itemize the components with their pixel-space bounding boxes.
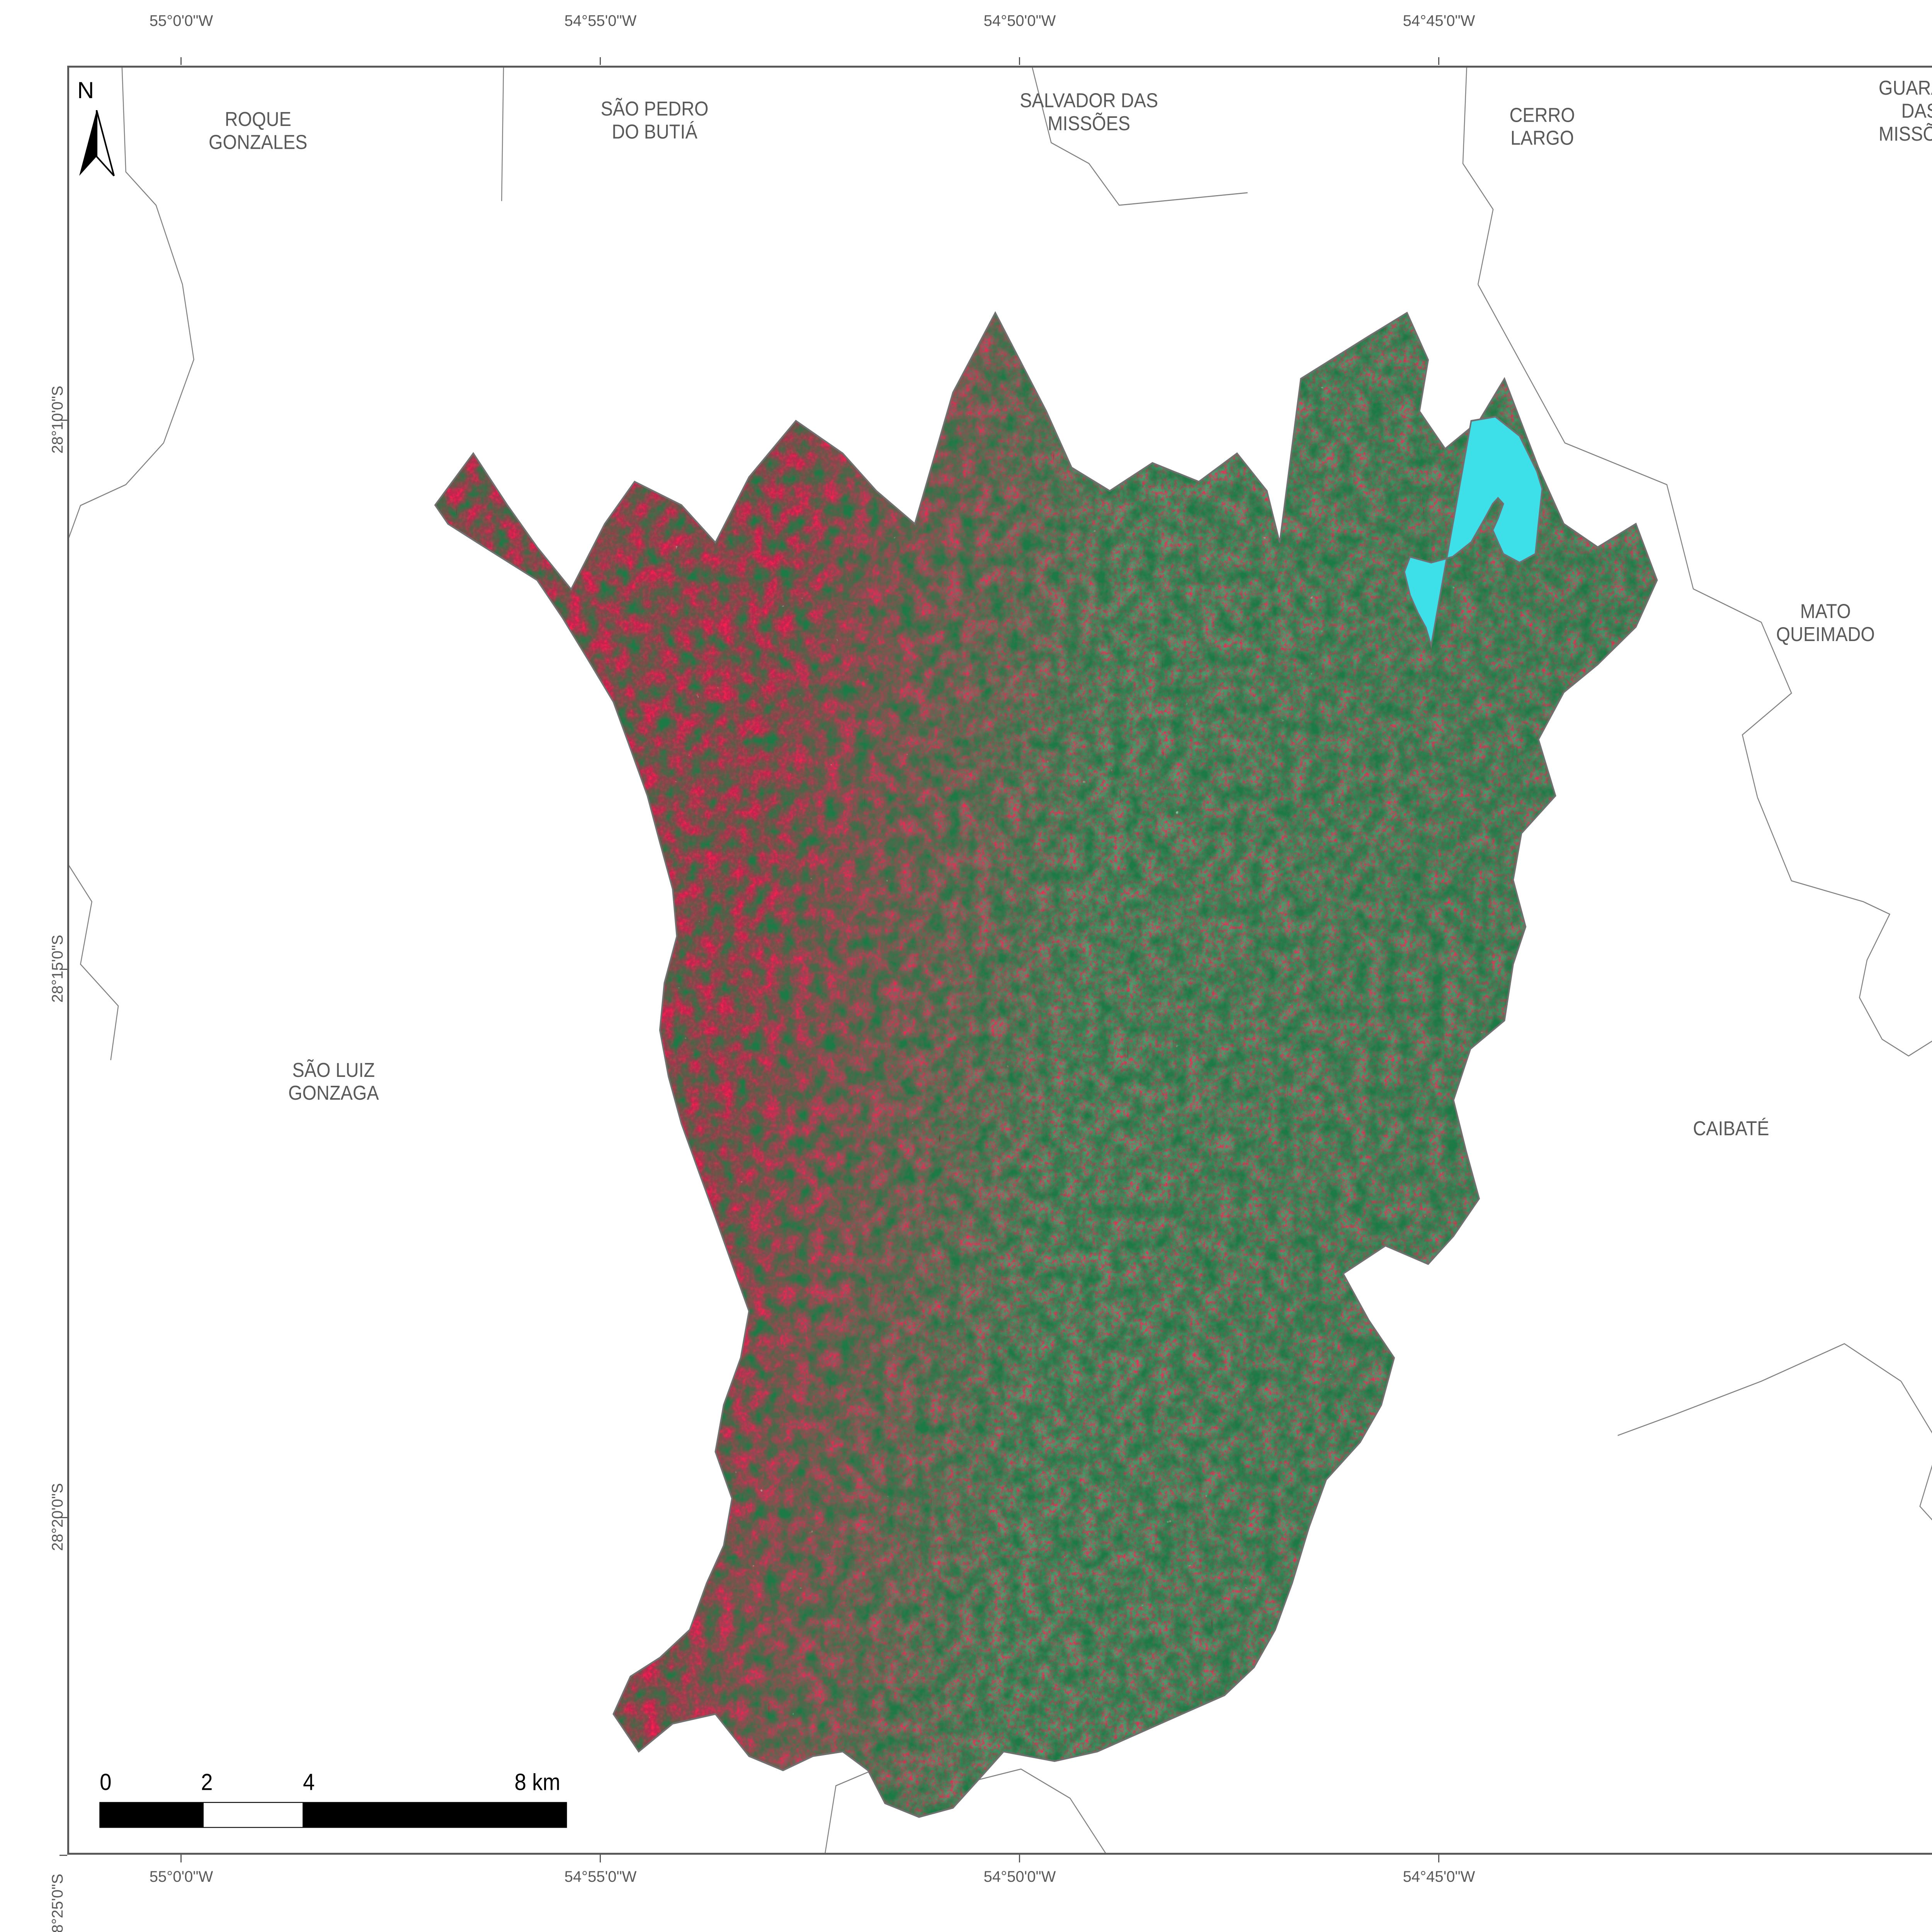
svg-text:DO BUTIÁ: DO BUTIÁ (612, 121, 697, 143)
svg-text:GONZAGA: GONZAGA (288, 1082, 379, 1104)
svg-text:MISSÕES: MISSÕES (1879, 122, 1932, 145)
svg-text:ROQUE: ROQUE (225, 108, 291, 131)
svg-text:SÃO LUIZ: SÃO LUIZ (292, 1059, 375, 1082)
svg-text:CERRO: CERRO (1510, 104, 1575, 126)
svg-text:MATO: MATO (1800, 600, 1851, 622)
svg-text:DAS: DAS (1901, 100, 1932, 122)
svg-text:SALVADOR DAS: SALVADOR DAS (1020, 89, 1158, 112)
svg-text:LARGO: LARGO (1510, 127, 1574, 150)
svg-text:SÃO PEDRO: SÃO PEDRO (601, 98, 709, 120)
svg-text:QUEIMADO: QUEIMADO (1776, 623, 1875, 646)
svg-text:GUARANI: GUARANI (1879, 77, 1932, 99)
svg-text:CAIBATÉ: CAIBATÉ (1693, 1117, 1769, 1140)
svg-text:8 km: 8 km (514, 1769, 560, 1795)
svg-text:2: 2 (201, 1769, 213, 1795)
svg-text:4: 4 (303, 1769, 315, 1795)
svg-text:MISSÕES: MISSÕES (1048, 112, 1130, 135)
svg-text:GONZALES: GONZALES (209, 131, 307, 153)
svg-text:0: 0 (100, 1769, 111, 1795)
